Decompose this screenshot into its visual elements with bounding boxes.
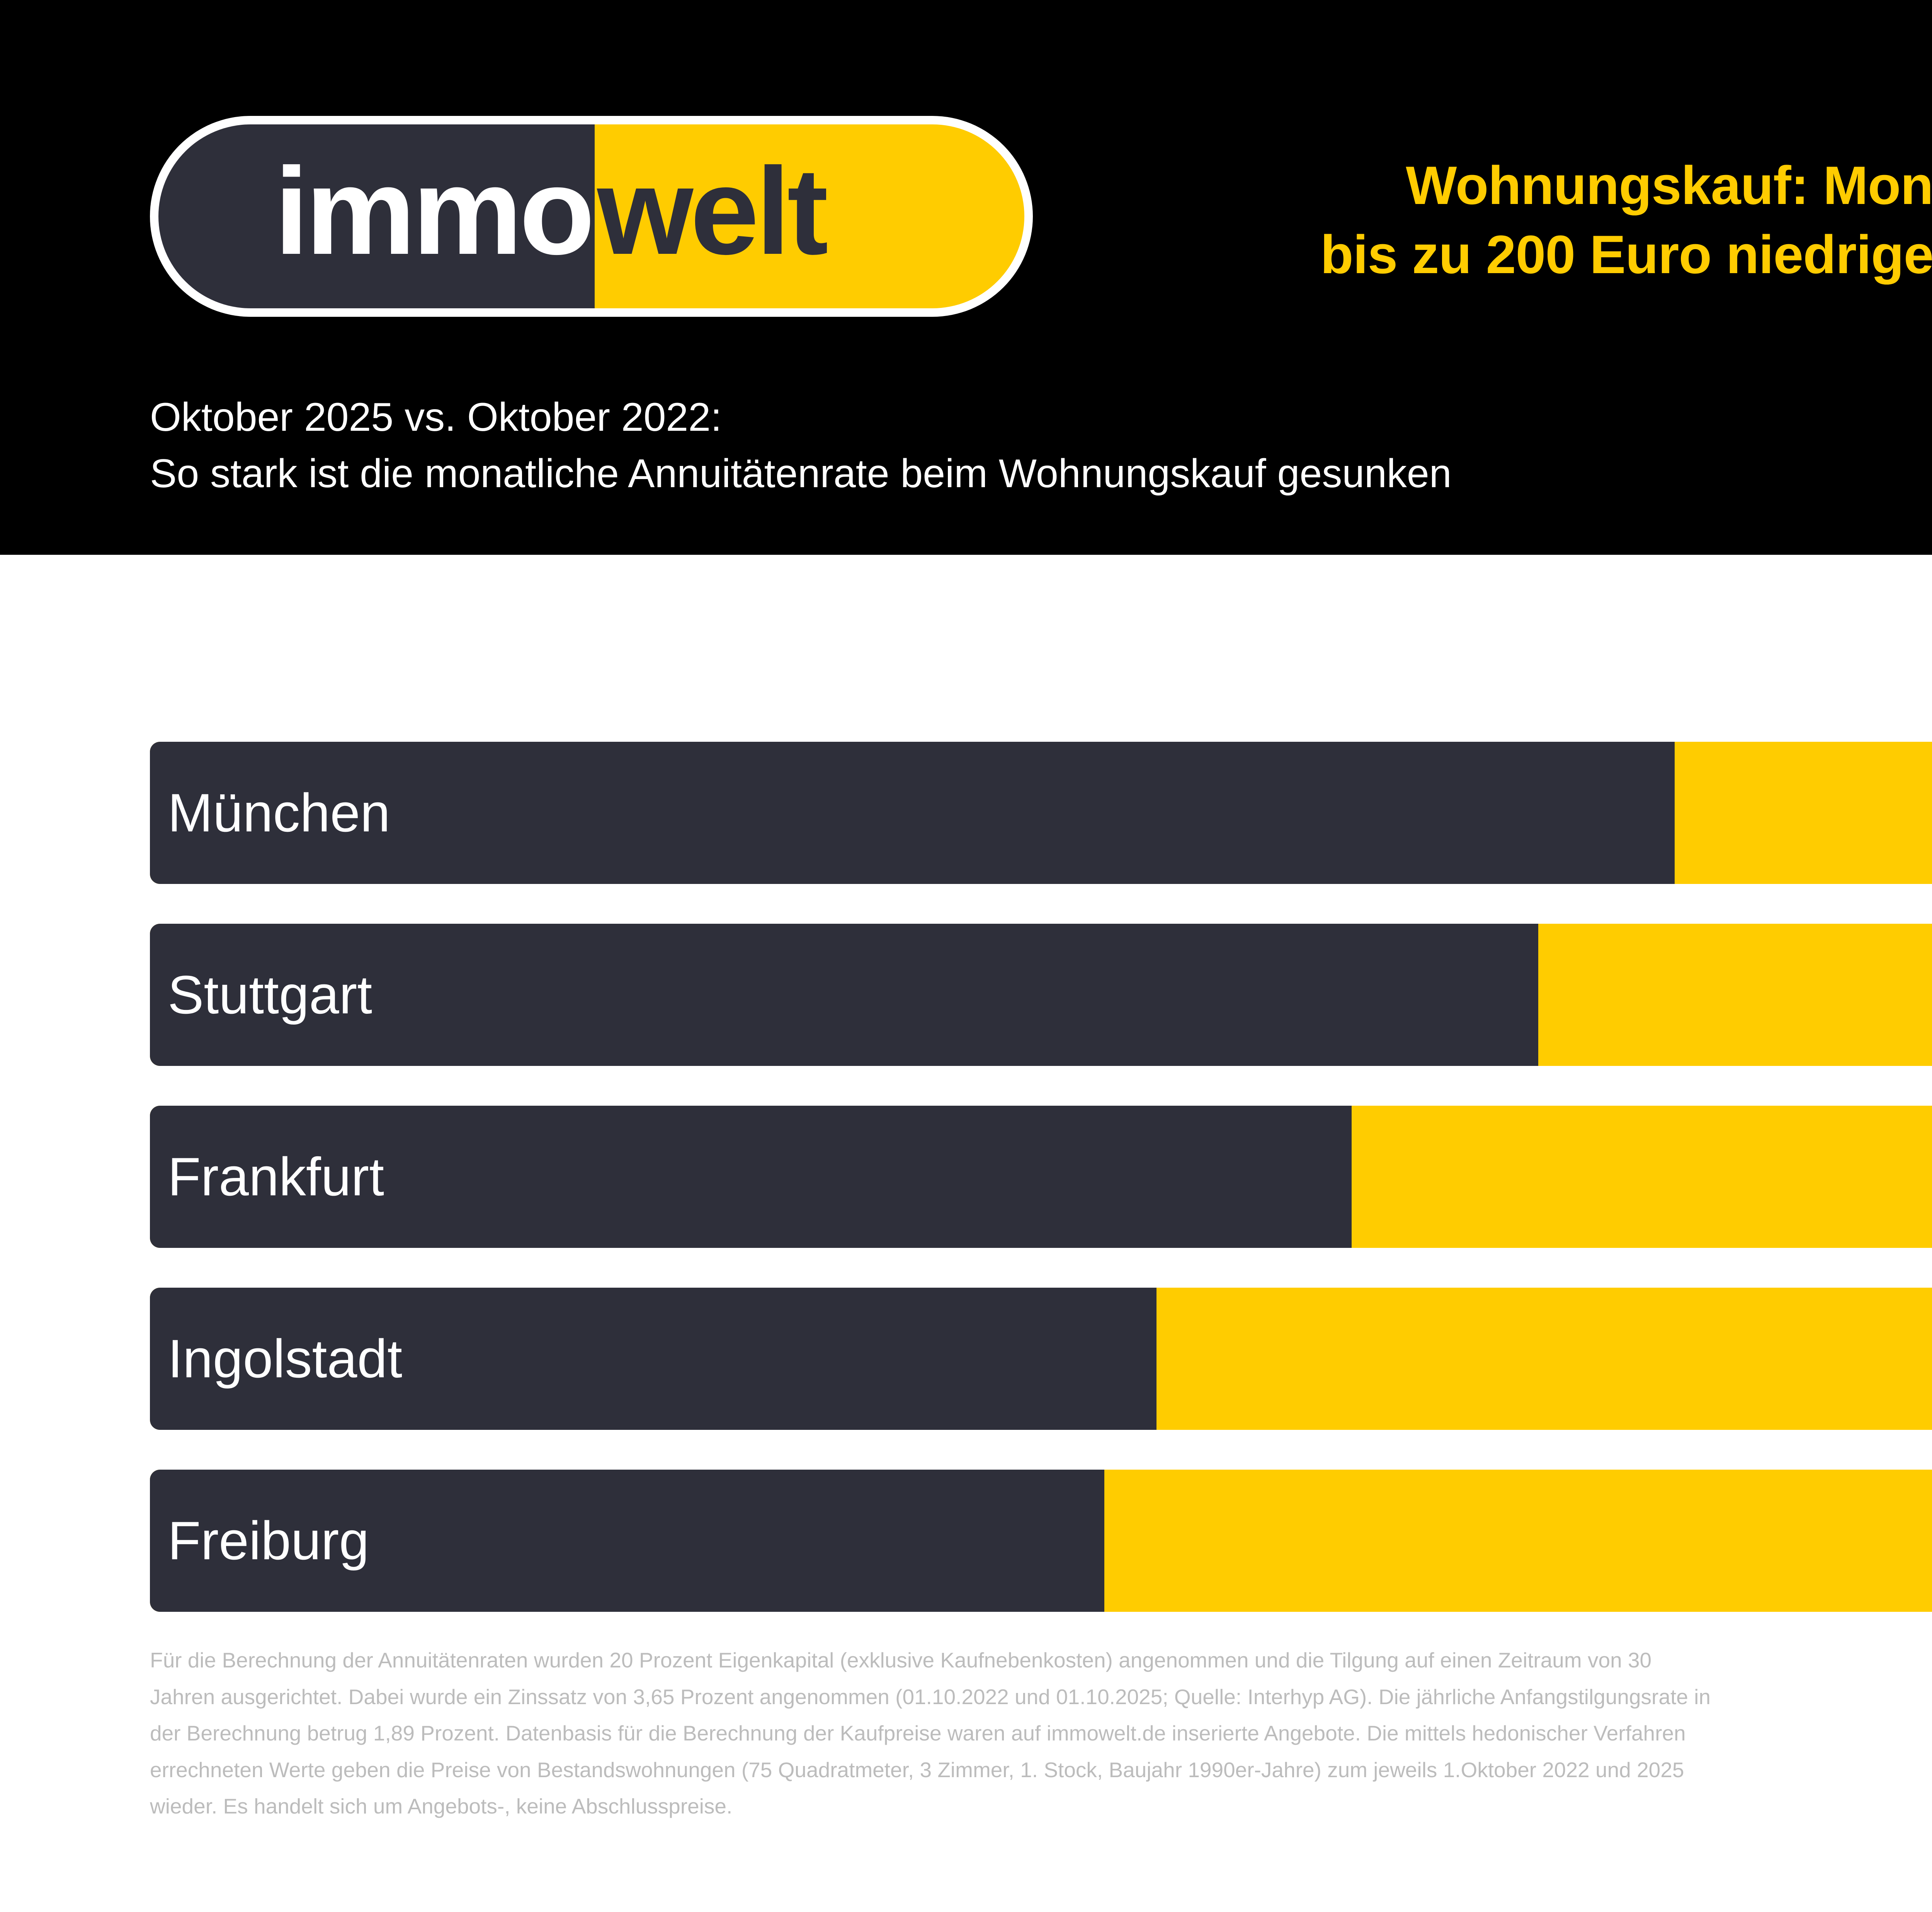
- bar-city-label: München: [168, 782, 390, 843]
- logo-inner: immo welt: [158, 124, 1024, 308]
- table-row[interactable]: Stuttgart -187 Euro: [150, 924, 1932, 1066]
- table-row[interactable]: Freiburg -113 Euro: [150, 1470, 1932, 1612]
- headline: Wohnungskauf: Monatliche Belastung bis z…: [1099, 151, 1932, 289]
- subtitle-line-1: Oktober 2025 vs. Oktober 2022:: [150, 395, 722, 440]
- footnote-line-2: Jahren ausgerichtet. Dabei wurde ein Zin…: [150, 1684, 1711, 1709]
- table-row[interactable]: Frankfurt -150 Euro: [150, 1106, 1932, 1248]
- footnote-line-5: wieder. Es handelt sich um Angebots-, ke…: [150, 1794, 733, 1819]
- footnote-block: Für die Berechnung der Annuitätenraten w…: [150, 1642, 1932, 1825]
- headline-line-1: Wohnungskauf: Monatliche Belastung: [1406, 155, 1932, 216]
- bar-chart: München -209 Euro Stuttgart -187 Euro Fr…: [0, 555, 1932, 1612]
- logo-text-immo: immo: [274, 142, 595, 280]
- header-band: immo welt Wohnungskauf: Monatliche Belas…: [0, 0, 1932, 555]
- bar-city-label: Stuttgart: [168, 964, 372, 1025]
- bar-city-label: Ingolstadt: [168, 1328, 403, 1389]
- footnote-line-1: Für die Berechnung der Annuitätenraten w…: [150, 1648, 1652, 1672]
- headline-line-2: bis zu 200 Euro niedriger als vor 3 Jahr…: [1320, 224, 1932, 285]
- table-row[interactable]: Ingolstadt -121 Euro: [150, 1288, 1932, 1430]
- bar-city-label: Frankfurt: [168, 1146, 384, 1207]
- logo-left-half: immo: [158, 124, 595, 308]
- bar-dark-segment: [150, 924, 1539, 1066]
- bar-city-label: Freiburg: [168, 1510, 369, 1571]
- bar-dark-segment: [150, 1470, 1104, 1612]
- footnote-line-4: errechneten Werte geben die Preise von B…: [150, 1757, 1684, 1782]
- logo-right-half: welt: [595, 124, 1024, 308]
- bar-dark-segment: [150, 742, 1675, 884]
- footnote-line-3: der Berechnung betrug 1,89 Prozent. Date…: [150, 1721, 1686, 1745]
- bar-dark-segment: [150, 1106, 1352, 1248]
- table-row[interactable]: München -209 Euro: [150, 742, 1932, 884]
- subtitle-line-2: So stark ist die monatliche Annuitätenra…: [150, 451, 1452, 496]
- logo-text-welt: welt: [597, 142, 828, 280]
- subtitle: Oktober 2025 vs. Oktober 2022: So stark …: [150, 389, 1932, 502]
- bar-dark-segment: [150, 1288, 1157, 1430]
- immowelt-logo[interactable]: immo welt: [150, 116, 1033, 317]
